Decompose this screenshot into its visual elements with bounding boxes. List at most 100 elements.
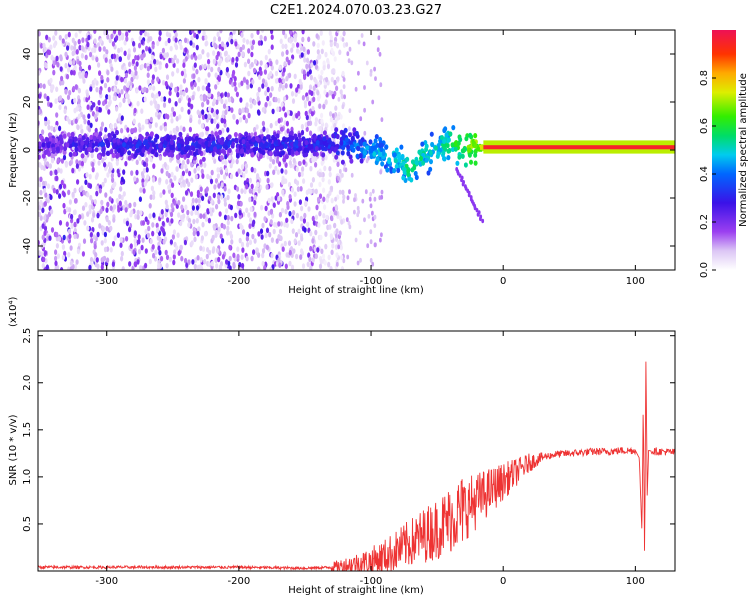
spectrogram-cell [89, 194, 93, 201]
spectrogram-cell [93, 30, 97, 34]
spectrogram-cell [288, 210, 292, 217]
spectrogram-cell [158, 249, 162, 256]
spectrogram-cell [261, 150, 266, 156]
spectrogram-cell [183, 72, 187, 79]
spectrogram-cell [149, 100, 153, 106]
spectrogram-cell [274, 120, 278, 127]
spectrogram-cell [218, 129, 222, 135]
spectrogram-cell [41, 207, 45, 214]
spectrogram-cell [52, 42, 57, 49]
spectrogram-cell [76, 124, 80, 131]
spectrogram-cell [187, 259, 191, 265]
spectrogram-cell [239, 223, 243, 229]
spectrogram-cell [233, 76, 237, 82]
spectrogram-cell [219, 169, 224, 175]
spectrogram-cell [350, 60, 354, 66]
spectrogram-cell [140, 53, 144, 60]
spectrogram-cell [247, 112, 251, 119]
spectrogram-cell [238, 143, 243, 149]
spectrogram-cell [158, 64, 162, 70]
spectrogram-cell [256, 30, 260, 35]
spectrogram-cell [444, 132, 449, 138]
spectrogram-cell [429, 131, 434, 137]
spectrogram-cell [359, 116, 363, 122]
spectrogram-cell [67, 67, 71, 73]
spectrogram-cell [52, 187, 57, 194]
spectrogram-cell [120, 89, 124, 95]
spectrogram-cell [105, 139, 110, 145]
spectrogram-cell [335, 228, 339, 234]
spectrogram-cell [303, 212, 307, 219]
spectrogram-cell [207, 64, 211, 70]
spectrogram-cell [135, 177, 139, 184]
spectrogram-cell [203, 162, 207, 168]
spectrogram-cell [109, 205, 113, 211]
spectrogram-cell [224, 139, 229, 145]
spectrogram-cell [148, 213, 152, 219]
spectrogram-cell [455, 160, 460, 166]
spectrogram-cell [278, 228, 283, 235]
spectrogram-cell [216, 194, 221, 200]
spectrogram-cell [231, 72, 235, 79]
spectrogram-cell [189, 117, 193, 124]
spectrogram-cell [107, 109, 111, 115]
spectrogram-cell [245, 107, 250, 114]
spectrogram-cell [306, 95, 310, 102]
colorbar-ticks: 0.00.20.40.60.8 [699, 70, 716, 278]
spectrogram-cell [322, 187, 326, 194]
spectrogram-cell [287, 59, 291, 66]
x-tick-label: 0 [500, 576, 506, 587]
spectrogram-cell [44, 116, 48, 123]
spectrogram-cell [228, 255, 232, 262]
spectrogram-cell [52, 60, 56, 66]
spectrogram-cell [401, 175, 406, 181]
spectrogram-cell [119, 237, 123, 243]
spectrogram-cell [316, 49, 320, 55]
spectrogram-cell [267, 197, 271, 204]
spectrogram-cell [211, 140, 216, 146]
spectrogram-cell [301, 30, 305, 35]
spectrogram-cell [225, 66, 229, 73]
spectrogram-cell [300, 171, 304, 177]
spectrogram-cell [51, 146, 56, 152]
spectrogram-cell [197, 149, 202, 155]
spectrogram-cell [306, 49, 310, 55]
spectrogram-cell [285, 217, 289, 224]
spectrogram-cell [290, 218, 294, 225]
spectrogram-cell [133, 237, 137, 244]
spectrogram-cell [259, 60, 263, 66]
spectrogram-cell [38, 211, 41, 218]
spectrogram-cell [237, 51, 241, 58]
spectrogram-cell [75, 163, 79, 169]
spectrogram-cell [378, 151, 383, 157]
spectrogram-cell [341, 70, 345, 77]
spectrogram-cell [250, 44, 254, 51]
spectrogram-cell [325, 197, 329, 203]
spectrogram-cell [333, 79, 337, 86]
spectrogram-cell [363, 217, 366, 223]
spectrogram-cell [300, 129, 305, 136]
spectrogram-cell [78, 73, 82, 79]
spectrogram-cell [205, 186, 209, 192]
spectrogram-cell [256, 109, 261, 115]
spectrogram-cell [202, 30, 206, 36]
spectrogram-cell [369, 153, 374, 160]
spectrogram-cell [198, 65, 203, 71]
spectrogram-cell [194, 55, 198, 61]
spectrogram-cell [154, 249, 158, 255]
spectrogram-cell [156, 40, 160, 47]
spectrogram-cell [309, 230, 313, 237]
spectrogram-cell [100, 264, 104, 270]
spectrogram-cell [295, 166, 299, 172]
spectrogram-cell [297, 228, 301, 235]
spectrogram-cell [78, 44, 82, 51]
spectrogram-cell [197, 226, 201, 232]
spectrogram-cell [245, 207, 249, 214]
spectrogram-cell [39, 82, 43, 89]
spectrogram-cell [259, 34, 263, 41]
spectrogram-cell [223, 43, 227, 50]
spectrogram-cell [68, 207, 72, 213]
spectrogram-cell [70, 69, 74, 76]
spectrogram-cell [84, 149, 89, 155]
spectrogram-cell [184, 37, 188, 44]
